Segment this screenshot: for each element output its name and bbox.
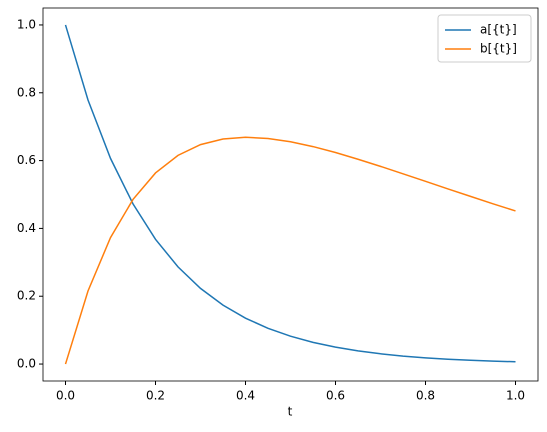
x-tick-label: 0.0 (56, 389, 75, 403)
line (64, 24, 516, 363)
legend-box (437, 14, 532, 63)
legend-label: a[{t}] (480, 23, 517, 37)
y-tick-label: 0.8 (17, 85, 36, 99)
y-tick-label: 0.0 (17, 357, 36, 371)
y-tick-label: 0.4 (17, 221, 36, 235)
line (64, 136, 516, 365)
x-tick-label: 0.2 (146, 389, 165, 403)
legend-label: b[{t}] (480, 42, 517, 56)
y-tick-label: 0.6 (17, 153, 36, 167)
x-tick-label: 0.8 (416, 389, 435, 403)
x-tick-label: 1.0 (506, 389, 525, 403)
y-tick-label: 0.2 (17, 289, 36, 303)
plot-frame (42, 7, 539, 382)
x-axis-label: t (288, 405, 293, 419)
x-tick-label: 0.6 (326, 389, 345, 403)
y-tick-label: 1.0 (17, 17, 36, 31)
x-tick-label: 0.4 (236, 389, 255, 403)
